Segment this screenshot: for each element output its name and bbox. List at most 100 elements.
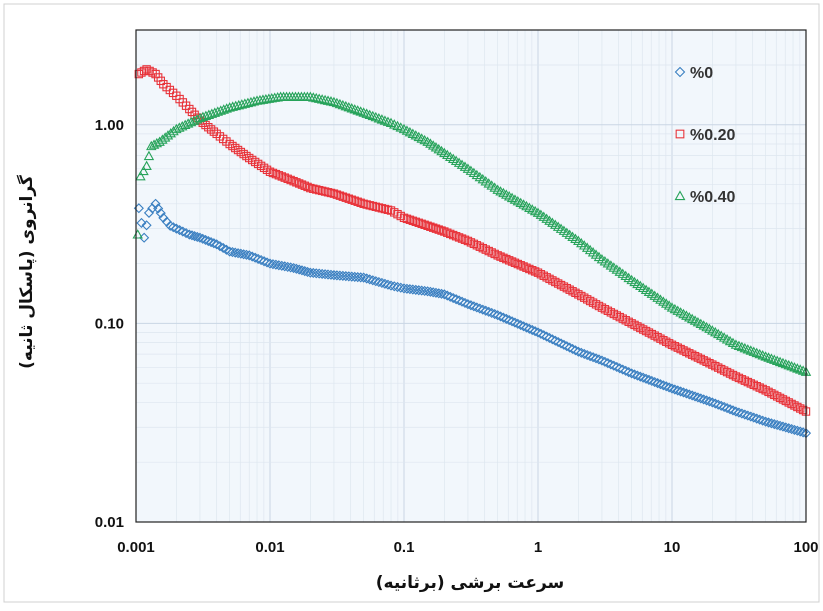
data-point-square	[294, 179, 304, 188]
data-point-square	[478, 243, 488, 253]
data-point-square	[542, 273, 551, 282]
x-tick-label: 100	[793, 539, 818, 556]
data-point-diamond	[541, 331, 552, 342]
data-point-diamond	[713, 399, 724, 410]
data-point-diamond	[567, 343, 578, 355]
data-point-diamond	[302, 266, 313, 277]
data-point-diamond	[783, 423, 794, 434]
data-point-square	[329, 189, 339, 198]
data-point-diamond	[553, 337, 564, 348]
data-point-square	[737, 375, 747, 384]
data-point-square	[292, 178, 301, 187]
data-point-diamond	[742, 410, 753, 421]
data-point-square	[139, 66, 149, 76]
data-point-diamond	[244, 250, 255, 261]
data-point-diamond	[288, 262, 299, 274]
data-point-diamond	[590, 353, 602, 364]
data-point-square	[682, 347, 691, 357]
data-point-diamond	[763, 417, 774, 428]
data-point-diamond	[448, 292, 459, 304]
data-point-diamond	[279, 261, 290, 272]
data-point-diamond	[291, 263, 302, 274]
data-point-diamond	[792, 425, 803, 436]
data-point-diamond	[736, 408, 747, 419]
data-point-triangle	[236, 99, 248, 109]
data-point-square	[778, 395, 788, 404]
data-point-diamond	[355, 272, 366, 283]
y-tick-label: 0.01	[95, 514, 124, 531]
data-point-diamond	[585, 351, 596, 362]
y-tick-label: 1.00	[95, 117, 124, 134]
data-point-square	[490, 249, 499, 259]
data-point-square	[664, 339, 674, 348]
data-point-triangle	[138, 165, 149, 176]
data-point-square	[667, 340, 677, 350]
data-point-square	[434, 225, 443, 234]
data-point-diamond	[780, 422, 791, 433]
data-point-square	[344, 194, 354, 203]
data-point-diamond	[506, 316, 518, 327]
data-point-diamond	[658, 380, 669, 391]
data-point-square	[277, 172, 287, 181]
data-point-square	[417, 219, 426, 229]
data-point-diamond	[203, 235, 214, 247]
data-point-diamond	[247, 251, 258, 262]
data-point-diamond	[766, 418, 777, 429]
x-tick-label: 1	[534, 539, 542, 556]
data-point-triangle	[313, 93, 325, 103]
data-point-square	[353, 197, 362, 206]
data-point-square	[368, 201, 377, 211]
data-point-square	[201, 120, 210, 130]
data-point-diamond	[602, 358, 613, 369]
data-point-diamond	[661, 381, 672, 392]
y-tick-label: 0.10	[95, 315, 124, 332]
data-point-diamond	[689, 391, 701, 402]
data-point-square	[428, 223, 438, 232]
data-point-square	[414, 218, 423, 228]
x-tick-label: 10	[664, 539, 681, 556]
data-point-square	[496, 252, 505, 261]
data-point-triangle	[311, 92, 322, 103]
data-point-square	[761, 386, 770, 395]
data-point-diamond	[358, 272, 369, 283]
data-point-triangle	[763, 352, 774, 362]
data-point-square	[798, 405, 808, 415]
data-point-diamond	[672, 385, 683, 396]
legend-marker-square	[675, 129, 685, 139]
data-point-square	[426, 222, 435, 231]
data-point-square	[303, 182, 312, 192]
data-point-diamond	[687, 390, 698, 401]
data-point-square	[383, 205, 393, 214]
data-point-diamond	[638, 372, 649, 383]
data-point-diamond	[261, 257, 273, 268]
data-point-square	[687, 350, 697, 359]
data-point-square	[630, 320, 639, 330]
data-point-square	[796, 404, 805, 413]
data-point-square	[705, 358, 714, 368]
data-point-square	[519, 262, 528, 271]
series-layer	[132, 65, 812, 439]
data-point-diamond	[649, 376, 660, 388]
series-triangle	[132, 91, 812, 376]
data-point-diamond	[483, 306, 494, 317]
data-point-diamond	[576, 347, 587, 358]
data-point-triangle	[780, 358, 792, 369]
data-point-diamond	[410, 284, 421, 295]
data-point-diamond	[206, 237, 217, 248]
data-point-diamond	[373, 276, 384, 288]
data-point-square	[326, 188, 336, 198]
data-point-diamond	[561, 341, 572, 352]
data-point-diamond	[588, 352, 599, 363]
data-point-diamond	[367, 275, 378, 286]
data-point-diamond	[564, 342, 575, 353]
data-point-diamond	[535, 328, 546, 339]
data-point-diamond	[238, 249, 249, 260]
data-point-diamond	[136, 217, 147, 229]
data-point-diamond	[751, 413, 762, 424]
data-point-triangle	[305, 91, 316, 101]
data-point-square	[772, 392, 782, 401]
data-point-square	[446, 229, 455, 239]
data-point-square	[516, 261, 525, 270]
data-point-diamond	[772, 419, 783, 431]
data-point-diamond	[197, 233, 208, 244]
